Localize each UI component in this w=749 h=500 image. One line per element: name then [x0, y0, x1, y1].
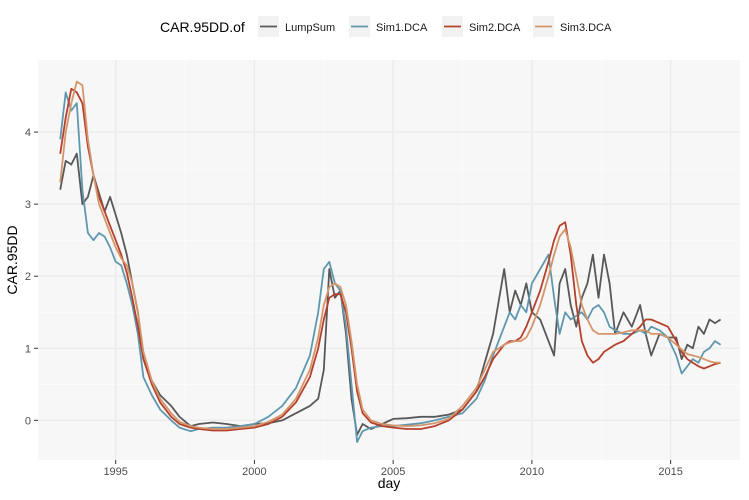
series-line-sim2-dca: [59, 87, 721, 432]
y-tick-label: 4: [25, 127, 31, 139]
x-tick-label: 2010: [520, 466, 544, 478]
x-tick-label: 2000: [242, 466, 266, 478]
x-tick-label: 1995: [103, 466, 127, 478]
series-line-sim3-dca: [59, 80, 721, 430]
legend-label: Sim1.DCA: [376, 22, 428, 34]
y-axis: 0 1 2 3 4: [25, 127, 38, 427]
y-axis-title: CAR.95DD: [4, 225, 20, 294]
x-tick-label: 2015: [658, 466, 682, 478]
series-layer: [59, 80, 722, 443]
x-tick-label: 2005: [381, 466, 405, 478]
series-line-sim1-dca: [59, 91, 722, 443]
legend-label: Sim3.DCA: [560, 22, 612, 34]
x-axis-title: day: [378, 475, 401, 491]
plot-panel: [38, 60, 740, 460]
y-tick-label: 1: [25, 343, 31, 355]
legend-label: LumpSum: [285, 22, 335, 34]
y-tick-label: 0: [25, 415, 31, 427]
y-tick-label: 3: [25, 199, 31, 211]
legend: CAR.95DD.of LumpSum Sim1.DCA Sim2.DCA Sim3.…: [160, 16, 612, 37]
legend-title: CAR.95DD.of: [160, 19, 245, 35]
x-axis: 1995 2000 2005 2010 2015: [103, 460, 683, 478]
legend-label: Sim2.DCA: [469, 22, 521, 34]
y-tick-label: 2: [25, 271, 31, 283]
